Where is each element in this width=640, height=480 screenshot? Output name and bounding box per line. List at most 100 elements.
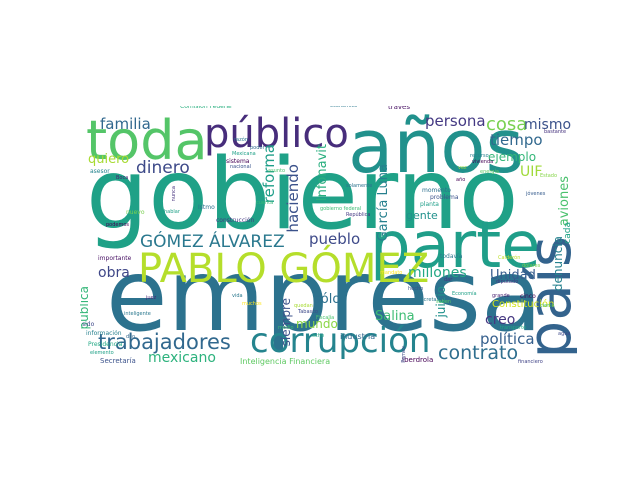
word-pemex: Pemex [401,346,407,363]
word-sido: sido [82,321,95,328]
word-nacional: nacional [230,164,252,170]
word-traves: través [388,106,411,111]
word-gobierno: gobierno [86,138,519,252]
word-grande: grande [492,293,510,299]
word-mandato: mandato [380,270,403,276]
word-agua: agua [558,331,571,337]
word-secretario: secretario [418,297,443,303]
word-secretaria: Secretaría [100,357,136,365]
word-cosa: cosa [486,114,528,135]
word-fiscalia: Fiscalía [316,315,335,321]
word-calderon: Calderón [498,255,521,261]
word-persona: persona [425,112,486,130]
word-mismo: mismo [524,117,572,133]
word-hecho: hecho [408,286,424,292]
word-iberdrola: Iberdrola [402,356,434,364]
word-transporte: transporte [500,325,527,331]
word-boca: Boca [116,175,129,181]
word-nunca: nunca [171,186,177,202]
word-istmo: Istmo [198,204,215,211]
word-dijo: dijo [126,334,136,340]
word-toda: toda [86,109,208,172]
word-corrupcion: corrupción [250,321,431,361]
word-vida: vida [232,293,243,299]
word-parte: parte [370,209,541,283]
word-juez: juez [146,295,157,301]
word-problema: problema [430,194,459,201]
word-jovenes: jóvenes [526,191,546,197]
word-solamente: solamente [346,183,373,189]
word-denuncia: denuncia [551,236,565,292]
word-diputado: diputado [496,279,519,285]
word-asesor: asesor [90,168,110,175]
word-asunto: asunto [268,168,286,174]
word-importante: importante [98,255,132,262]
word-pueblo: pueblo [309,230,361,248]
word-cierto: cierto [540,303,555,309]
word-economico: económico [330,106,358,109]
word-economia: Economía [452,291,477,297]
word-podemos: podemos [106,222,130,228]
word-politica: política [480,330,535,348]
word-millones: millones [408,265,467,281]
word-nuevo: nuevo [126,209,145,216]
word-infonavit: Infonavit [315,144,330,202]
word-vivienda: vivienda [472,159,494,165]
word-familia: familia [100,115,151,133]
word-hablar: hablar [164,209,180,215]
word-obra: obra [98,265,130,281]
word-haciendo: haciendo [284,164,302,233]
word-siempre: siempre [279,298,293,347]
word-estado: Estado [540,173,558,179]
word-saben: saben [436,299,452,305]
word-sistema: sistema [226,158,250,165]
word-presidencia: Presidencia [88,341,123,348]
word-inteligente: inteligente [124,311,151,317]
word-aviones: aviones [557,176,572,227]
word-anos: años [348,106,525,190]
word-unidad: Unidad [490,268,536,283]
word-ano: año [456,177,466,183]
word-publico: público [204,111,349,157]
word-industria: industria [340,332,376,341]
word-razon: razón [234,137,248,143]
word-pablo-gomez: PABLO GÓMEZ [138,246,430,292]
word-uif: UIF [520,164,543,180]
word-energia: energía [480,169,499,175]
word-cinco: cinco [520,293,536,300]
word-gente: gente [406,209,438,222]
word-comision-federal: Comisión Federal [180,106,232,110]
word-planta: planta [420,201,439,208]
word-financiero: financiero [518,359,543,365]
word-mundo: mundo [296,317,338,331]
word-empresa: empresa [106,237,543,354]
word-garcia-luna: García Luna [376,164,391,242]
word-salina: Salina [375,309,415,324]
word-mexicano: mexicano [148,350,216,366]
word-republica: República [346,212,371,218]
word-gomez-alvarez: GÓMEZ ÁLVAREZ [140,232,285,252]
word-vez: vez [458,165,467,171]
word-cloud: gobierno empresa años parte país toda pú… [80,106,577,372]
word-mexicana: Mexicana [232,151,256,157]
word-informacion: información [86,330,122,337]
word-bastante: bastante [544,129,567,135]
word-tiempo: tiempo [490,131,543,149]
word-contrato: contrato [438,342,519,364]
word-ocho: ocho [312,333,325,339]
word-todavia: todavía [440,253,463,260]
word-momento: momento [422,187,451,194]
word-cuenta: cuenta [256,200,274,206]
word-poder: poder [250,145,265,151]
word-tabasco: Tabasco [298,309,318,315]
word-creo: creo [485,312,516,328]
word-recurso: recurso [470,153,489,159]
word-trabajadores: trabajadores [98,330,231,354]
word-dar: dar [444,277,453,283]
word-construccion: construcción [216,217,255,224]
word-dolares: dólares [522,263,541,269]
word-ejemplo: ejemplo [488,150,537,164]
word-cada: cada [563,222,573,244]
word-inteligencia-financiera: Inteligencia Financiera [240,357,331,366]
word-quiero: quiero [88,152,130,167]
